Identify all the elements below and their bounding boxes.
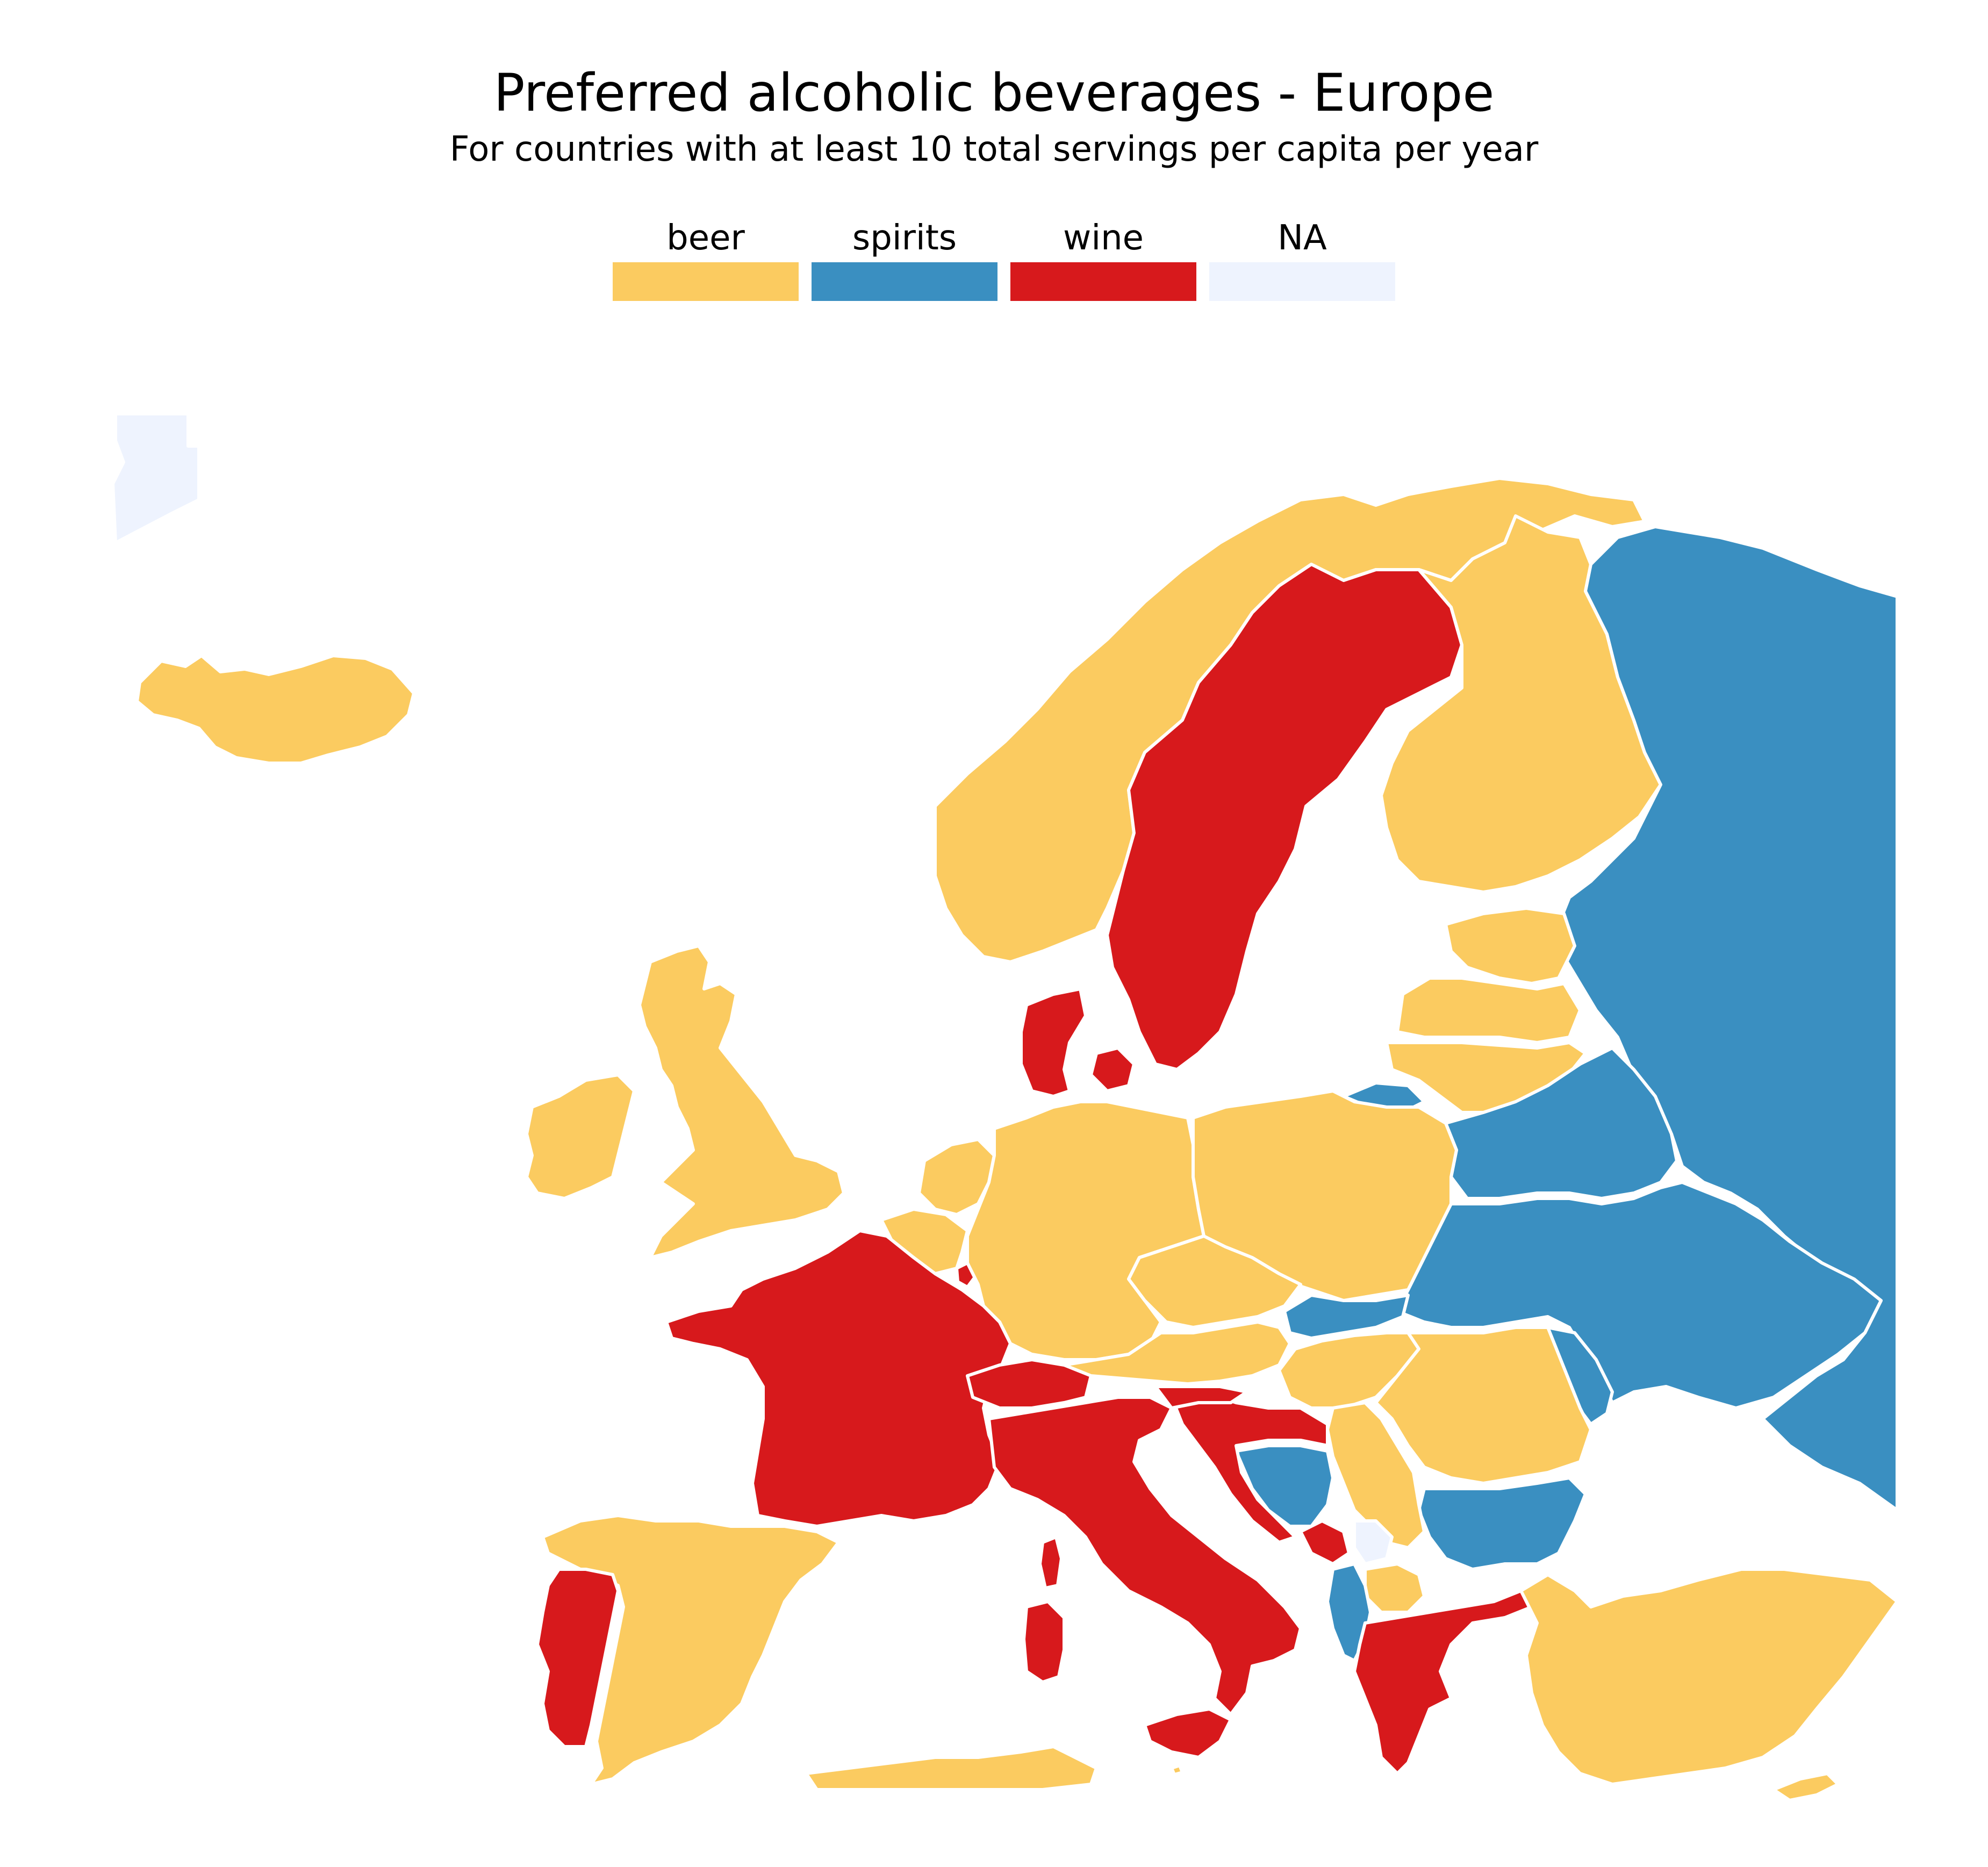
legend: beer spirits wine NA: [0, 215, 1988, 306]
legend-item-spirits: spirits: [812, 215, 997, 306]
legend-item-na: NA: [1209, 215, 1395, 306]
country-north-africa: [805, 1745, 1098, 1791]
country-greece: [1353, 1589, 1533, 1775]
chart-title: Preferred alcoholic beverages - Europe: [493, 63, 1495, 123]
country-portugal: [536, 1568, 620, 1748]
legend-swatch-beer: [613, 262, 799, 301]
country-malta: [1170, 1764, 1184, 1776]
legend-label-wine: wine: [1063, 218, 1144, 258]
legend-item-wine: wine: [1010, 215, 1196, 306]
country-belarus: [1444, 1046, 1678, 1200]
country-sardinia: [1022, 1600, 1066, 1684]
country-kosovo: [1353, 1519, 1394, 1566]
legend-swatch-spirits: [812, 262, 997, 301]
country-denmark: [1020, 987, 1136, 1098]
chart-subtitle: For countries with at least 10 total ser…: [449, 130, 1539, 169]
country-bulgaria: [1417, 1476, 1587, 1571]
country-latvia: [1396, 976, 1582, 1044]
legend-label-na: NA: [1278, 218, 1327, 258]
country-montenegro: [1299, 1519, 1351, 1566]
legend-swatch-wine: [1010, 262, 1196, 301]
country-croatia: [1170, 1390, 1329, 1544]
country-serbia: [1326, 1401, 1426, 1549]
country-united-kingdom: [638, 944, 845, 1259]
country-slovenia: [1154, 1385, 1248, 1410]
country-czechia: [1127, 1234, 1302, 1329]
country-ukraine: [1396, 1181, 1883, 1410]
country-turkey: [1519, 1568, 1899, 1786]
legend-item-beer: beer: [613, 215, 799, 306]
country-estonia: [1444, 907, 1576, 985]
country-sweden: [1106, 563, 1463, 1071]
country-germany: [966, 1100, 1205, 1361]
country-corsica: [1038, 1535, 1063, 1590]
country-north-macedonia: [1363, 1562, 1426, 1614]
country-iceland: [135, 654, 415, 765]
legend-label-spirits: spirits: [852, 218, 957, 258]
country-cyprus: [1772, 1772, 1840, 1802]
country-sicily: [1143, 1707, 1232, 1759]
country-russia: [1557, 525, 1899, 1512]
country-austria: [1063, 1320, 1291, 1385]
country-slovakia: [1283, 1294, 1410, 1340]
legend-label-beer: beer: [666, 218, 745, 258]
country-greenland: [111, 412, 200, 544]
country-italy: [987, 1396, 1302, 1716]
legend-swatch-na: [1209, 262, 1395, 301]
country-romania: [1374, 1326, 1592, 1485]
country-switzerland: [966, 1358, 1093, 1410]
country-finland: [1380, 514, 1662, 894]
country-ireland: [525, 1073, 636, 1200]
